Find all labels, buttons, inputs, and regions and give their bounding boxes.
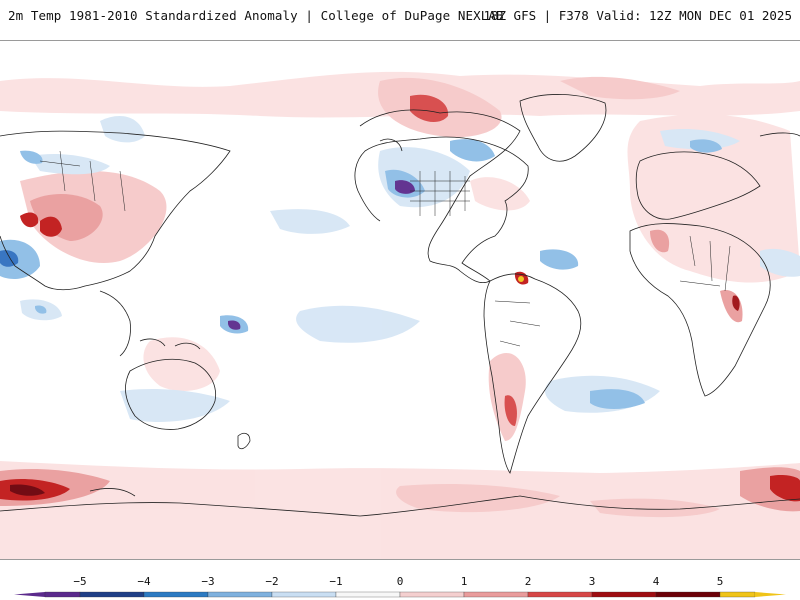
global-anomaly-map	[0, 41, 800, 560]
greenland-outline	[519, 94, 607, 162]
colorbar-tick-label: −1	[329, 575, 342, 588]
colorbar-segment	[207, 591, 273, 598]
north-america-outline	[354, 109, 529, 284]
colorbar-segment	[463, 591, 529, 598]
colorbar-segment	[655, 591, 721, 598]
australia-outline	[125, 358, 217, 430]
colorbar-tick-label: −2	[265, 575, 278, 588]
anomaly-field	[0, 71, 800, 559]
title-bar: 2m Temp 1981-2010 Standardized Anomaly |…	[0, 0, 800, 41]
colorbar-tick-label: 2	[525, 575, 532, 588]
colorbar-segment	[335, 591, 401, 598]
colorbar-tick-label: −3	[201, 575, 214, 588]
africa-outline	[629, 223, 771, 397]
valid-time: 18Z GFS | F378 Valid: 12Z MON DEC 01 202…	[483, 8, 792, 23]
color-scale-legend: −5 −4 −3 −2 −1 0 1 2 3 4 5	[0, 565, 800, 600]
colorbar-high-end	[755, 592, 786, 597]
coastlines	[0, 94, 800, 517]
colorbar-segment	[399, 591, 465, 598]
colorbar-segment	[44, 591, 81, 598]
colorbar-segment	[79, 591, 145, 598]
colorbar-tick-label: −4	[137, 575, 151, 588]
colorbar-tick-label: 3	[589, 575, 596, 588]
asia-outline	[0, 130, 231, 291]
colorbar-tick-label: 1	[461, 575, 468, 588]
europe-outline	[635, 151, 761, 220]
colorbar-segment	[719, 591, 756, 598]
colorbar-tick-label: 0	[397, 575, 404, 588]
colorbar-tick-label: −5	[73, 575, 86, 588]
colorbar-svg: −5 −4 −3 −2 −1 0 1 2 3 4 5	[14, 575, 786, 598]
colorbar-segment	[591, 591, 657, 598]
product-title: 2m Temp 1981-2010 Standardized Anomaly |…	[8, 8, 504, 23]
colorbar-low-end	[14, 592, 45, 597]
colorbar-tick-label: 4	[653, 575, 660, 588]
colorbar-segment	[271, 591, 337, 598]
colorbar-segment	[527, 591, 593, 598]
map-canvas	[0, 71, 800, 559]
antarctica-outline	[0, 495, 800, 517]
colorbar-tick-label: 5	[717, 575, 724, 588]
colorbar-segment	[143, 591, 209, 598]
south-america-outline	[483, 273, 582, 474]
